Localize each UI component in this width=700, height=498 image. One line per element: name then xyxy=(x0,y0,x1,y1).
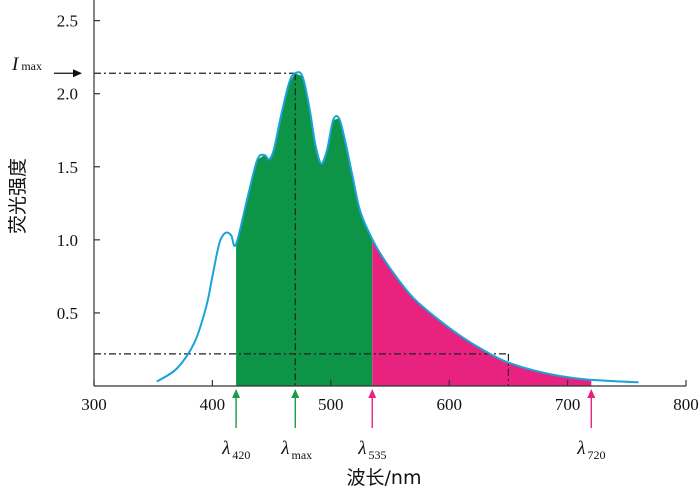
marker-label: λ 535 xyxy=(357,438,386,462)
marker-label: λ 420 xyxy=(221,438,250,462)
x-tick-label: 600 xyxy=(436,395,462,414)
axes xyxy=(93,0,687,387)
y-tick-label: 0.5 xyxy=(57,304,78,323)
fill-region-2 xyxy=(372,238,592,386)
fill-regions xyxy=(236,73,592,386)
fluorescence-curve xyxy=(156,71,639,384)
y-tick-label: 1.5 xyxy=(57,158,78,177)
imax-arrow-head xyxy=(73,69,82,78)
x-tick-label: 700 xyxy=(555,395,581,414)
marker-arrow-head xyxy=(587,389,596,398)
marker-arrow-head xyxy=(232,389,241,398)
guide-lines xyxy=(94,72,509,386)
tick-labels: 300 400 500 600 700 800 0.5 1.0 1.5 2.0 2.5 xyxy=(57,12,699,414)
x-tick-label: 400 xyxy=(200,395,226,414)
y-tick-label: 2.0 xyxy=(57,85,78,104)
x-tick-label: 500 xyxy=(318,395,344,414)
fill-region-1 xyxy=(236,73,373,386)
x-tick-label: 800 xyxy=(673,395,699,414)
y-axis-title: 荧光强度 xyxy=(7,158,29,234)
marker-arrow-head xyxy=(368,389,377,398)
wavelength-markers: λ 420 λ max λ 535 λ 720 xyxy=(221,389,606,462)
y-tick-label: 2.5 xyxy=(57,12,78,31)
marker-label: λ 720 xyxy=(576,438,605,462)
y-tick-label: 1.0 xyxy=(57,231,78,250)
marker-label: λ max xyxy=(280,438,312,462)
x-tick-label: 300 xyxy=(81,395,107,414)
x-axis-title: 波长/nm xyxy=(347,467,422,489)
marker-arrow-head xyxy=(291,389,300,398)
